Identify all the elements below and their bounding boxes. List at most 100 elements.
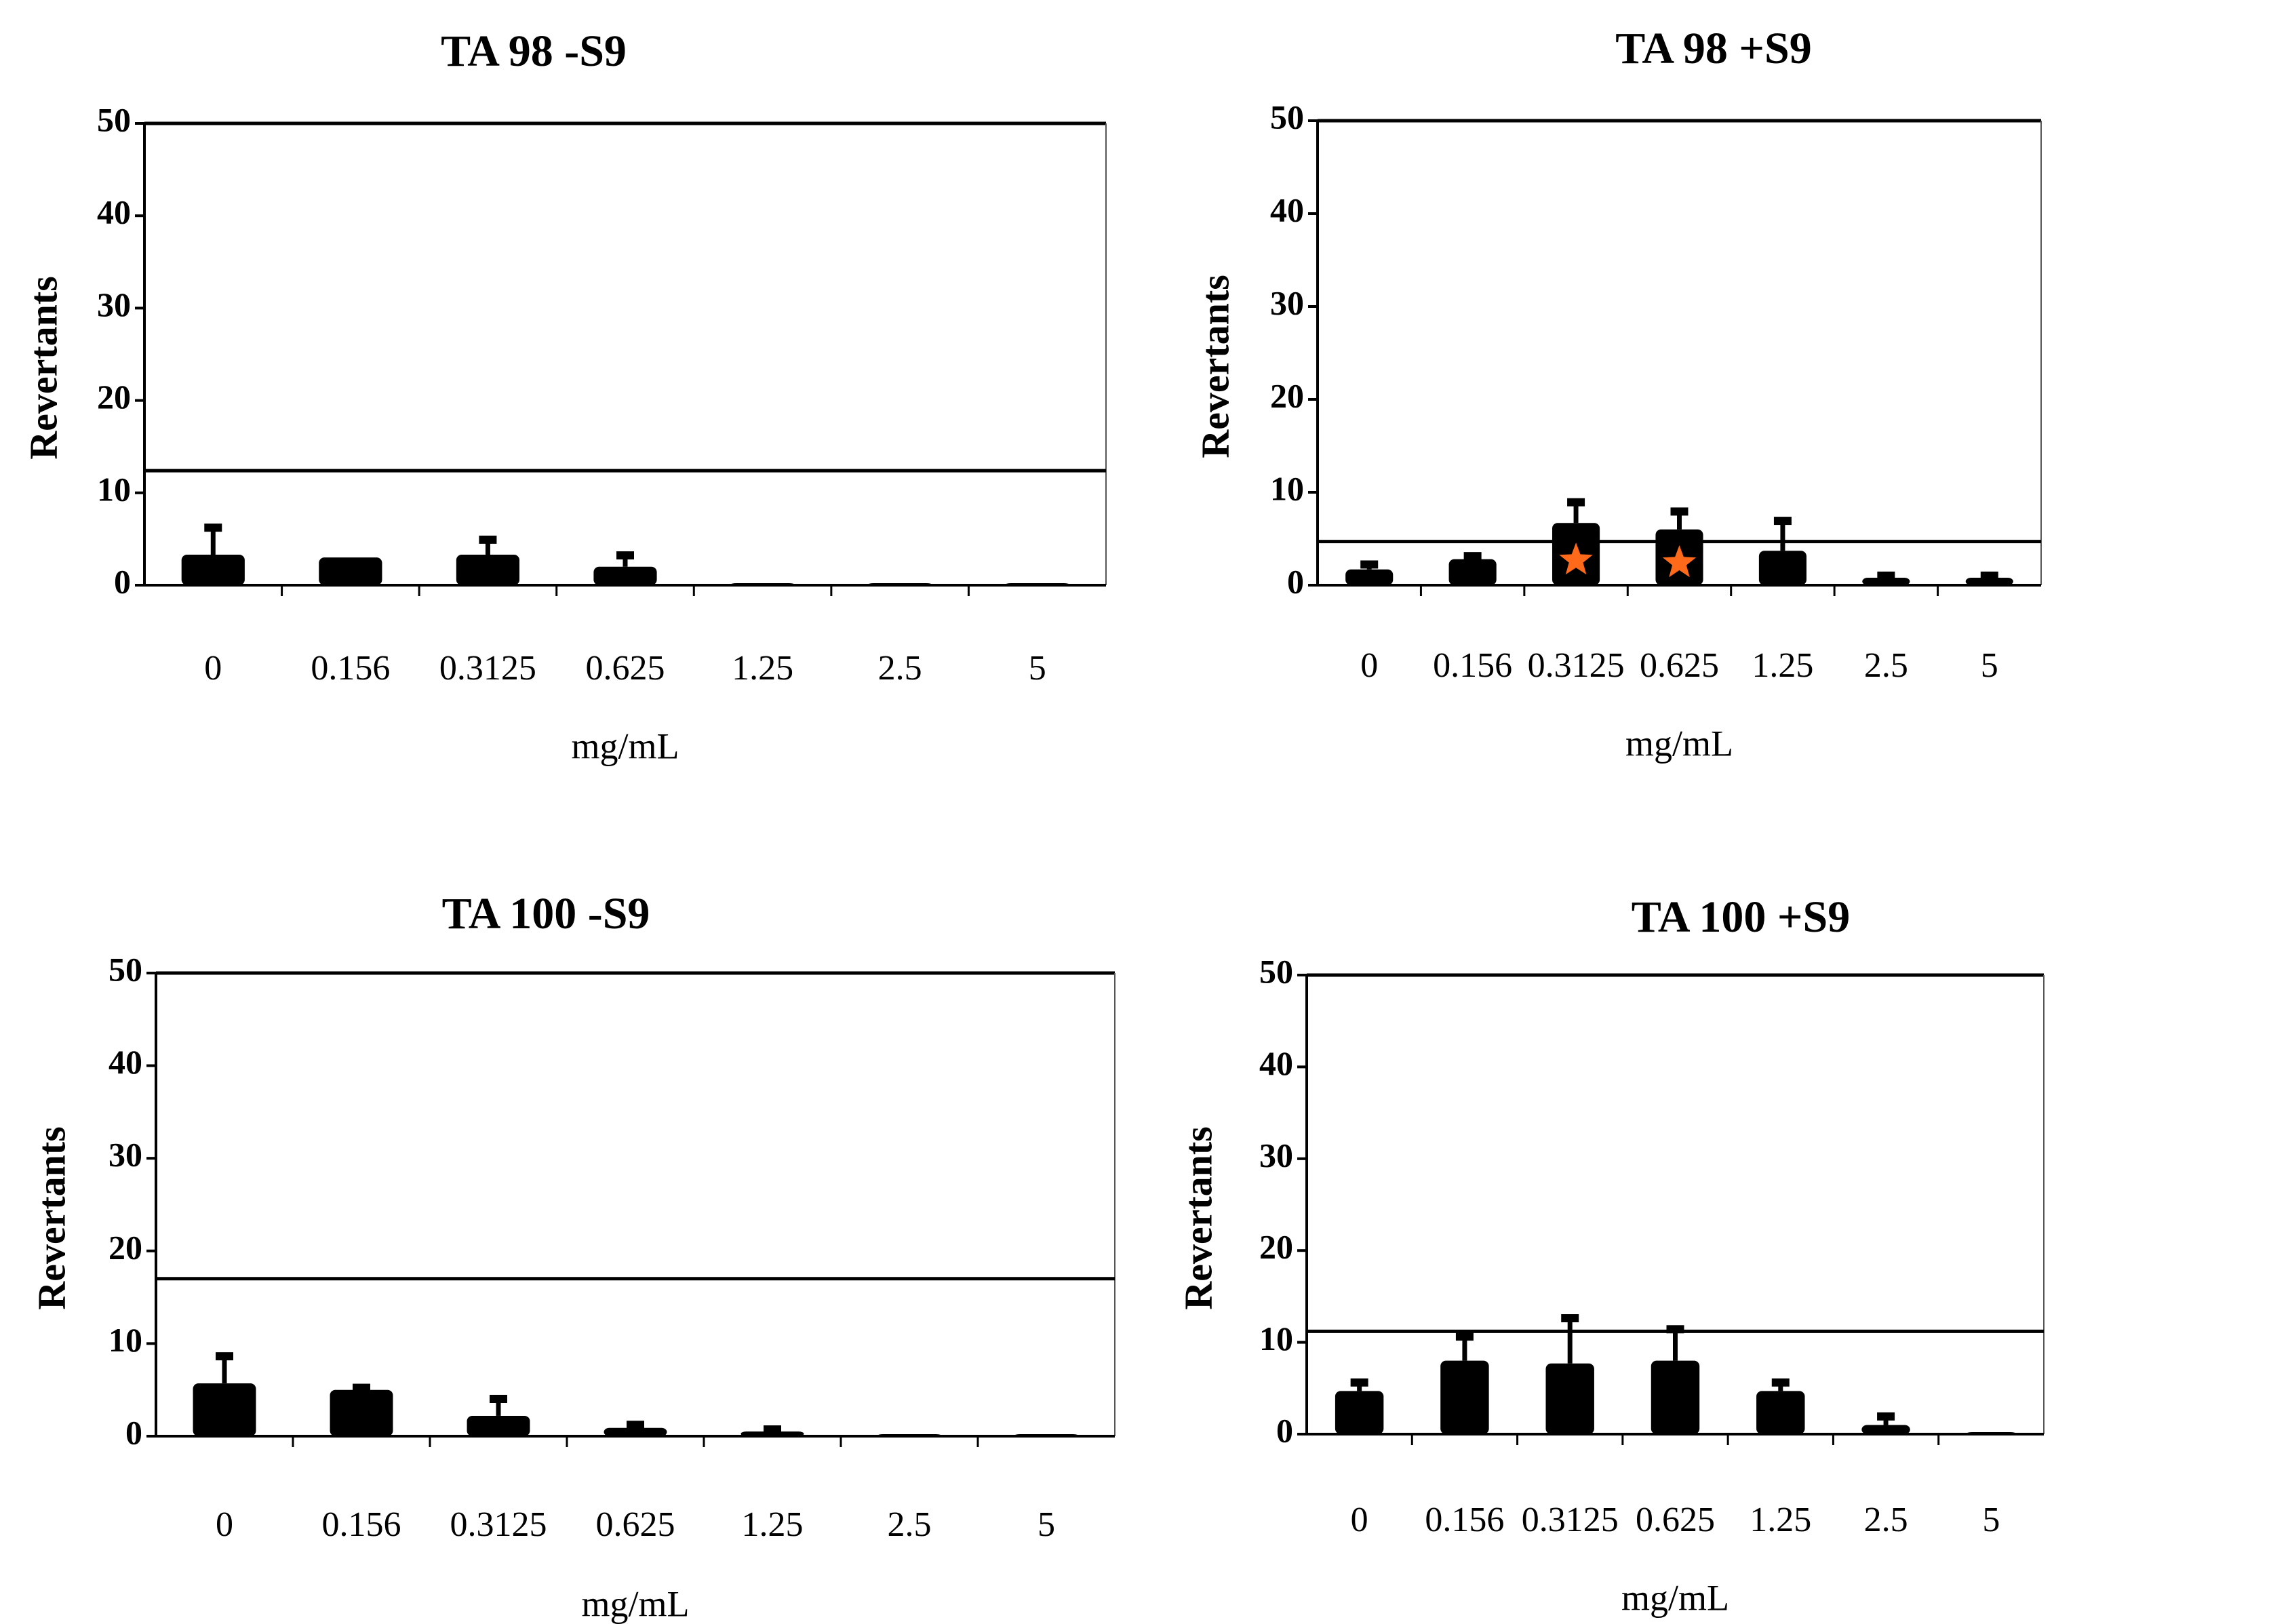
y-tick-label: 0 [1287,562,1304,600]
y-tick-label: 50 [1259,952,1293,990]
x-tick-label: 0 [1360,646,1378,685]
x-tick-label: 0.625 [1640,646,1719,685]
x-tick-label: 0.3125 [450,1505,547,1544]
error-bar-cap [1771,1378,1790,1387]
y-tick-label: 10 [1270,469,1304,507]
x-tick-label: 2.5 [1864,646,1908,685]
bar [1545,1363,1594,1434]
error-bar-cap [1877,571,1895,580]
x-tick-label: 5 [1981,646,1998,685]
bar [877,1434,941,1436]
bar [1651,1360,1700,1434]
y-tick-label: 0 [114,562,131,600]
y-tick-label: 10 [1259,1320,1293,1358]
error-bar-cap [1360,560,1379,569]
bar [193,1383,256,1436]
y-tick-label: 50 [1270,98,1304,136]
y-tick-label: 20 [1270,376,1304,414]
x-axis-label: mg/mL [572,726,679,766]
bar [1758,551,1806,585]
error-bar-cap [1666,1325,1684,1334]
error-bar-cap [1980,571,1998,580]
y-tick-label: 0 [125,1413,142,1451]
x-tick-label: 0.156 [1425,1501,1504,1539]
bar [1967,1432,2016,1434]
x-tick-label: 1.25 [1750,1501,1811,1539]
x-axis-label: mg/mL [582,1583,690,1624]
x-tick-label: 0.625 [1636,1501,1715,1539]
y-tick-label: 30 [97,285,131,323]
bar [330,1389,393,1436]
bar [868,583,932,585]
error-bar-cap [764,1425,781,1434]
x-tick-label: 0 [204,649,222,688]
significance-star-icon [1662,545,1697,578]
chart-panel-4: TA 100 +S9 0 10 20 30 40 50 0 0.156 0.3125 0.625 1.… [1176,892,2045,1618]
chart-title: TA 98 -S9 [441,26,627,76]
significance-star-icon [1559,542,1593,575]
bar [730,583,795,585]
chart-panel-1: TA 98 -S9 0 10 20 30 40 50 0 0.156 0.3125 0.625 1.2… [21,26,1107,766]
x-tick-label: 0 [216,1505,233,1544]
bar [1862,578,1910,585]
y-tick-label: 10 [108,1321,142,1359]
bar [1335,1391,1384,1434]
x-tick-label: 1.25 [742,1505,804,1544]
x-tick-label: 0.3125 [1528,646,1625,685]
x-tick-label: 0.625 [596,1505,675,1544]
y-axis-label: Revertants [1176,1126,1220,1310]
y-tick-label: 30 [1270,283,1304,321]
bar [1756,1391,1805,1434]
error-bar-cap [490,1394,507,1403]
chart-panel-3: TA 100 -S9 0 10 20 30 40 50 0 0.156 0.3125 0.625 1.… [29,889,1115,1624]
x-tick-label: 0.3125 [439,649,536,688]
x-tick-label: 0.156 [322,1505,401,1544]
bar [181,555,245,585]
x-tick-label: 5 [1982,1501,2000,1539]
bar [1440,1360,1489,1434]
bar [593,566,657,585]
x-tick-label: 0.156 [311,649,390,688]
x-tick-label: 0 [1351,1501,1368,1539]
bar [1448,559,1497,585]
error-bar-cap [204,523,222,532]
error-bar-cap [216,1352,233,1361]
x-tick-label: 0.3125 [1522,1501,1619,1539]
y-tick-label: 50 [97,100,131,138]
y-tick-label: 20 [97,378,131,416]
bar [1006,583,1069,585]
x-tick-label: 1.25 [1752,646,1813,685]
x-axis-label: mg/mL [1621,1577,1729,1618]
error-bar-cap [1455,1332,1474,1341]
x-tick-label: 2.5 [1864,1501,1908,1539]
y-tick-label: 40 [108,1043,142,1081]
y-tick-label: 50 [108,950,142,988]
error-bar-cap [1350,1378,1368,1387]
x-tick-label: 0.156 [1433,646,1512,685]
error-bar-cap [616,551,634,560]
y-tick-label: 10 [97,470,131,508]
x-tick-label: 0.625 [586,649,665,688]
error-bar-cap [1877,1412,1895,1421]
error-bar-cap [1567,498,1585,507]
error-bar-cap [353,1383,370,1392]
y-tick-label: 40 [1259,1044,1293,1082]
bar [1861,1425,1910,1434]
chart-panel-2: TA 98 +S9 0 10 20 30 40 50 0 0.156 0.3125 0.625 1.2… [1193,24,2042,764]
bar [319,557,382,585]
error-bar-cap [1463,552,1482,561]
y-tick-label: 20 [108,1228,142,1266]
chart-title: TA 100 -S9 [442,889,650,938]
y-tick-label: 30 [1259,1136,1293,1174]
y-tick-label: 30 [108,1136,142,1174]
bar [1965,578,2013,585]
bar [456,555,520,585]
x-tick-label: 1.25 [732,649,793,688]
chart-title: TA 100 +S9 [1632,892,1850,942]
y-tick-label: 0 [1276,1411,1293,1449]
y-axis-label: Revertants [29,1126,73,1310]
bar [604,1427,667,1436]
bar [740,1431,804,1436]
bar [1014,1434,1078,1436]
